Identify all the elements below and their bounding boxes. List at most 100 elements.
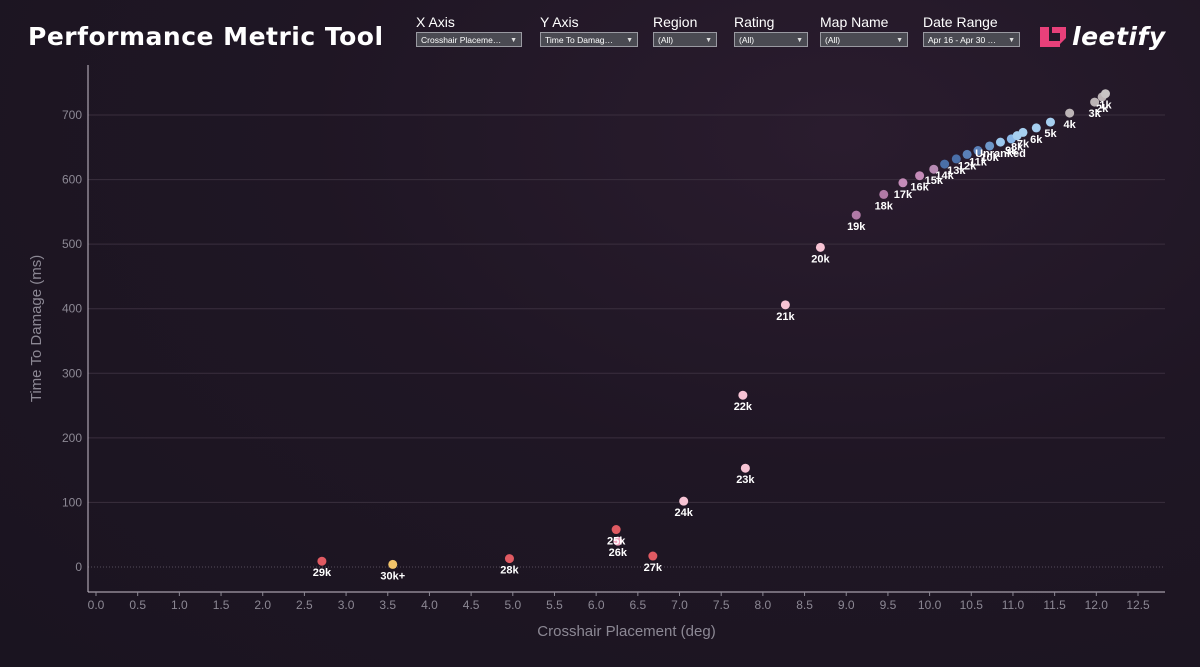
data-label: 15k	[925, 175, 944, 187]
data-label: 14k	[935, 170, 954, 182]
data-point	[898, 178, 908, 188]
date-range-select[interactable]: Apr 16 - Apr 30 … ▼	[923, 32, 1020, 47]
x-axis-select[interactable]: Crosshair Placeme… ▼	[416, 32, 522, 47]
data-point	[613, 536, 623, 546]
data-label: 24k	[675, 507, 694, 519]
x-tick-label: 7.0	[671, 598, 688, 612]
x-tick-label: 0.0	[88, 598, 105, 612]
data-label: 20k	[811, 253, 830, 265]
data-label: 7k	[1017, 138, 1030, 150]
x-axis-filter: X Axis Crosshair Placeme… ▼	[416, 14, 522, 47]
data-point	[985, 141, 995, 151]
x-tick-label: 4.0	[421, 598, 438, 612]
data-point	[879, 189, 889, 199]
page-title: Performance Metric Tool	[28, 22, 384, 51]
data-label: 4k	[1064, 119, 1077, 131]
y-tick-label: 700	[62, 108, 82, 122]
data-point	[962, 149, 972, 159]
data-point	[504, 554, 514, 564]
x-tick-label: 11.5	[1043, 598, 1066, 612]
rating-filter-label: Rating	[734, 14, 775, 30]
map-name-select-value: (All)	[825, 35, 841, 45]
data-point	[679, 496, 689, 506]
data-point	[738, 390, 748, 400]
x-axis-label: Crosshair Placement (deg)	[537, 623, 715, 640]
x-tick-label: 6.5	[629, 598, 646, 612]
leetify-logo-icon	[1040, 26, 1066, 47]
data-point	[1090, 97, 1100, 107]
data-label: 12k	[958, 160, 977, 172]
data-label: 27k	[644, 562, 663, 574]
y-tick-label: 100	[62, 495, 82, 509]
y-axis-filter-label: Y Axis	[540, 14, 579, 30]
map-name-select[interactable]: (All) ▼	[820, 32, 908, 47]
data-point	[915, 171, 925, 181]
data-point	[611, 525, 621, 535]
x-tick-label: 9.5	[880, 598, 897, 612]
x-axis-filter-label: X Axis	[416, 14, 455, 30]
brand-logo: leetify	[1038, 22, 1166, 51]
data-label: 30k+	[380, 570, 405, 582]
x-tick-label: 7.5	[713, 598, 730, 612]
region-select-value: (All)	[658, 35, 674, 45]
data-label: 19k	[847, 221, 866, 233]
brand-name: leetify	[1072, 22, 1166, 51]
data-label: 17k	[894, 189, 913, 201]
y-axis-label: Time To Damage (ms)	[28, 255, 45, 403]
chevron-down-icon: ▼	[1008, 37, 1015, 44]
region-filter-label: Region	[653, 14, 698, 30]
data-point	[388, 559, 398, 569]
x-tick-label: 3.5	[379, 598, 396, 612]
rating-select-value: (All)	[739, 35, 755, 45]
data-label: 22k	[734, 401, 753, 413]
data-point	[648, 551, 658, 561]
chevron-down-icon: ▼	[510, 37, 517, 44]
data-point	[740, 463, 750, 473]
y-tick-label: 300	[62, 366, 82, 380]
rating-filter: Rating (All) ▼	[734, 14, 808, 47]
date-range-filter: Date Range Apr 16 - Apr 30 … ▼	[923, 14, 1020, 47]
x-axis-select-value: Crosshair Placeme…	[421, 35, 502, 45]
data-point	[1031, 123, 1041, 133]
y-tick-label: 0	[75, 560, 82, 574]
y-axis-select[interactable]: Time To Damag… ▼	[540, 32, 638, 47]
x-tick-label: 2.5	[296, 598, 313, 612]
data-label: 8k	[1011, 142, 1024, 154]
data-label: 23k	[736, 474, 755, 486]
x-tick-label: 4.5	[463, 598, 480, 612]
x-tick-label: 1.5	[213, 598, 230, 612]
x-tick-label: 12.0	[1085, 598, 1109, 612]
data-label: 29k	[313, 567, 332, 579]
x-tick-label: 2.0	[254, 598, 271, 612]
data-point	[951, 154, 961, 164]
date-range-select-value: Apr 16 - Apr 30 …	[928, 35, 997, 45]
data-point	[1018, 127, 1028, 137]
x-tick-label: 3.0	[338, 598, 355, 612]
x-tick-label: 1.0	[171, 598, 188, 612]
data-points	[317, 89, 1110, 569]
region-filter: Region (All) ▼	[653, 14, 717, 47]
y-axis-select-value: Time To Damag…	[545, 35, 614, 45]
rating-select[interactable]: (All) ▼	[734, 32, 808, 47]
x-tick-label: 10.0	[918, 598, 942, 612]
chevron-down-icon: ▼	[796, 37, 803, 44]
data-point	[1045, 117, 1055, 127]
data-label: 5k	[1044, 128, 1057, 140]
x-tick-label: 12.5	[1126, 598, 1150, 612]
data-point	[851, 210, 861, 220]
region-select[interactable]: (All) ▼	[653, 32, 717, 47]
data-label: 11k	[969, 157, 988, 169]
y-tick-label: 200	[62, 431, 82, 445]
data-label: 6k	[1030, 134, 1043, 146]
y-tick-label: 600	[62, 173, 82, 187]
map-name-filter-label: Map Name	[820, 14, 889, 30]
chevron-down-icon: ▼	[626, 37, 633, 44]
data-point	[780, 300, 790, 310]
data-label: 16k	[910, 182, 929, 194]
x-tick-label: 5.5	[546, 598, 563, 612]
x-tick-label: 0.5	[129, 598, 146, 612]
data-point	[1100, 89, 1110, 99]
date-range-filter-label: Date Range	[923, 14, 998, 30]
y-tick-label: 400	[62, 302, 82, 316]
